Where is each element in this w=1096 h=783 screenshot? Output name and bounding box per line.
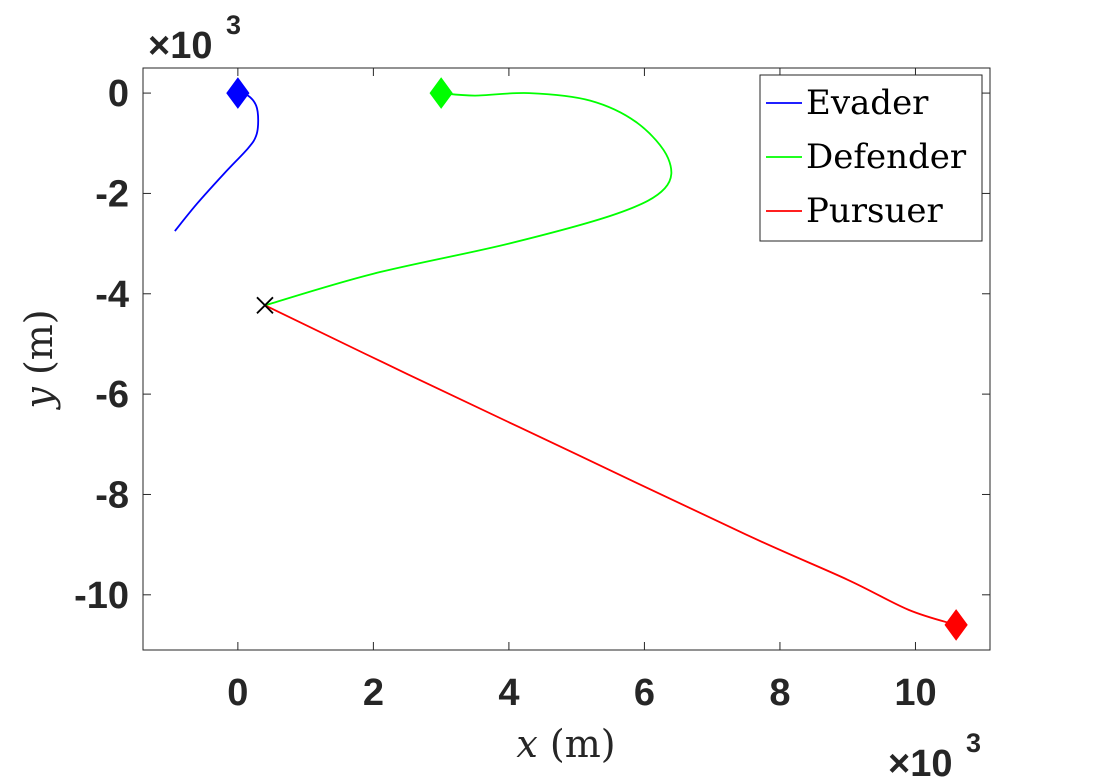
x-tick-label: 0 — [227, 672, 248, 714]
series-line-evader — [174, 92, 260, 232]
y-tick-label: -2 — [95, 173, 129, 215]
x-multiplier: ×10 3 — [888, 728, 981, 783]
series-line-pursuer — [264, 304, 957, 626]
x-tick-label: 4 — [498, 672, 519, 714]
y-multiplier: ×10 3 — [148, 10, 241, 67]
legend-label-defender: Defender — [806, 137, 967, 177]
series-layer — [174, 92, 957, 626]
marker-layer — [226, 77, 968, 641]
x-multiplier-base: ×10 — [888, 743, 952, 783]
legend-label-evader: Evader — [806, 83, 929, 123]
x-multiplier-exponent: 3 — [966, 728, 981, 758]
x-tick-label: 8 — [769, 672, 790, 714]
tick-marks — [143, 68, 990, 650]
start-marker-defender — [429, 77, 453, 109]
y-tick-label: -6 — [95, 374, 129, 416]
intercept-x-marker — [256, 296, 274, 314]
x-tick-label: 2 — [363, 672, 384, 714]
start-marker-evader — [226, 77, 250, 109]
x-axis-var: x — [516, 722, 537, 766]
series-line-defender — [264, 92, 673, 307]
x-axis-label: x (m) — [516, 722, 615, 766]
legend: Evader Defender Pursuer — [759, 74, 983, 242]
y-multiplier-base: ×10 — [148, 25, 212, 67]
x-tick-label: 6 — [634, 672, 655, 714]
y-tick-label: -8 — [95, 474, 129, 516]
start-marker-pursuer — [944, 609, 968, 641]
x-axis-unit: (m) — [538, 722, 616, 766]
y-tick-label: -10 — [74, 575, 129, 617]
y-tick-label: 0 — [108, 73, 129, 115]
tick-labels: 0 2 4 6 8 10 0 -2 -4 -6 -8 -10 — [74, 73, 937, 714]
y-axis-label: y (m) — [17, 309, 61, 410]
y-axis-var: y — [17, 387, 61, 411]
x-tick-label: 10 — [894, 672, 936, 714]
y-tick-label: -4 — [95, 274, 129, 316]
y-axis-unit: (m) — [17, 309, 61, 387]
y-multiplier-exponent: 3 — [226, 10, 241, 40]
legend-label-pursuer: Pursuer — [806, 191, 943, 231]
